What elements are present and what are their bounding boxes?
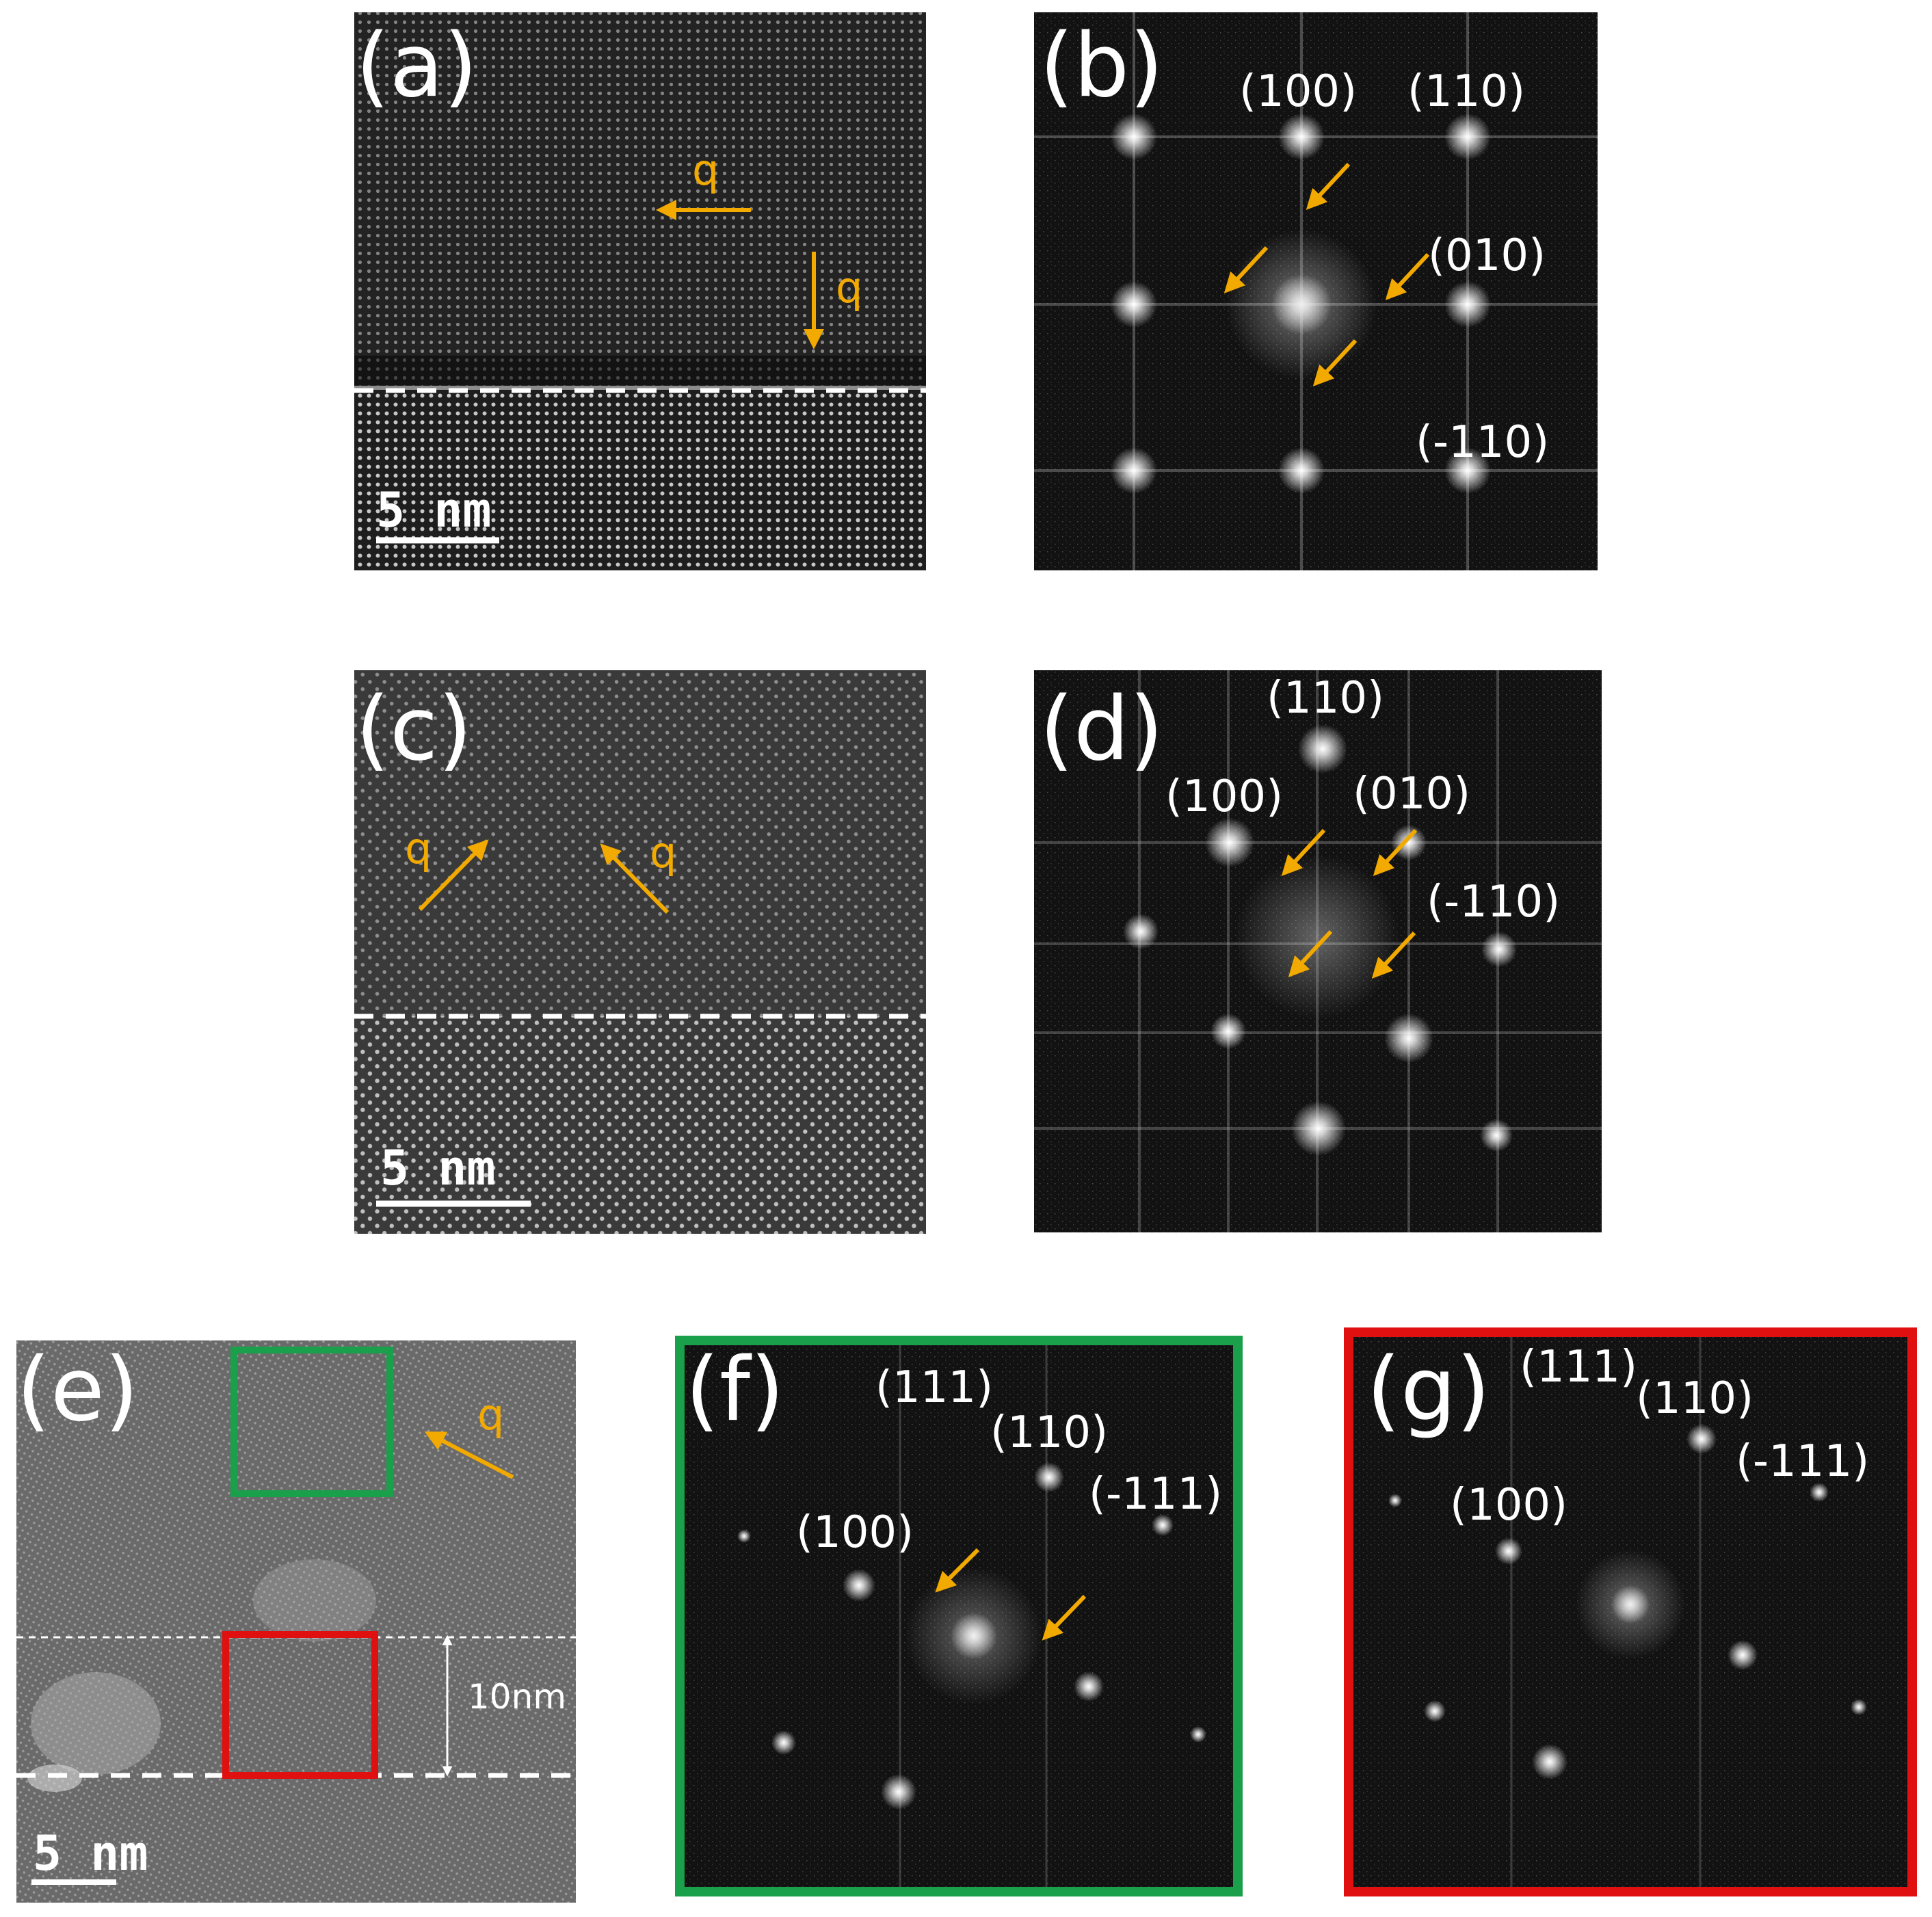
panel-c-substrate-image (354, 1016, 926, 1234)
miller-index: (110) (1407, 66, 1525, 117)
miller-index: (100) (1165, 771, 1283, 822)
panel-label-d: (d) (1040, 678, 1163, 780)
miller-index: (100) (1450, 1480, 1567, 1531)
panel-c-film-image (354, 670, 926, 1016)
miller-index: (110) (1636, 1373, 1754, 1424)
superlattice-arrows (1223, 162, 1430, 386)
panel-label-c: (c) (356, 678, 472, 780)
q-label: q (836, 263, 862, 313)
fft-spots (1111, 114, 1491, 494)
fft-spots (1123, 724, 1517, 1156)
distance-label: 10nm (468, 1677, 566, 1717)
green-roi-box (230, 1347, 393, 1497)
red-panel-frame (1344, 1327, 1917, 1896)
scale-bar-label: 5 nm (33, 1825, 148, 1881)
panel-label-b: (b) (1040, 15, 1163, 117)
superlattice-arrows (1281, 828, 1418, 979)
superlattice-arrows (935, 1548, 1087, 1641)
panel-label-g: (g) (1366, 1339, 1490, 1441)
panel-e-image (16, 1340, 576, 1903)
q-label: q (692, 145, 719, 195)
scale-bar-label: 5 nm (380, 1140, 496, 1196)
miller-index: (010) (1353, 769, 1470, 819)
miller-index: (110) (990, 1407, 1108, 1458)
panel-b: (b) (100) (110) (010) (-110) (1034, 12, 1598, 570)
panel-a: (a) q q 5 nm (354, 12, 926, 570)
miller-index: (-111) (1736, 1436, 1869, 1487)
panel-e: 10nm q (e) 5 nm (16, 1339, 576, 1903)
red-roi-box (222, 1631, 378, 1779)
miller-index: (110) (1267, 673, 1384, 724)
miller-index: (100) (1239, 66, 1357, 117)
miller-index: (-110) (1427, 877, 1560, 927)
miller-index: (010) (1428, 230, 1546, 281)
q-label: q (477, 1390, 504, 1440)
panel-d: (d) (110) (100) (010) (-110) (1034, 670, 1602, 1232)
miller-index: (-111) (1089, 1469, 1222, 1520)
panel-label-e: (e) (16, 1339, 139, 1441)
q-label: q (650, 828, 676, 877)
panel-c: (c) q q 5 nm (354, 670, 926, 1234)
panel-f: (f) (111) (110) (-111) (100) (675, 1336, 1243, 1896)
scale-bar-label: 5 nm (376, 482, 492, 538)
green-panel-frame (675, 1336, 1243, 1896)
q-arrow-diagonal (424, 1431, 514, 1479)
q-arrow-diagonal (418, 839, 489, 912)
panel-g: (g) (111) (110) (-111) (100) (1344, 1327, 1917, 1896)
fft-spots (1388, 1424, 1867, 1780)
panel-label-a: (a) (356, 15, 477, 117)
q-label: q (405, 823, 432, 873)
miller-index: (-110) (1416, 417, 1549, 468)
miller-index: (111) (875, 1362, 993, 1413)
miller-index: (111) (1520, 1342, 1637, 1392)
panel-a-film-image (354, 12, 926, 386)
miller-index: (100) (796, 1507, 914, 1558)
q-arrow-diagonal (600, 843, 670, 914)
fft-spots (737, 1462, 1206, 1810)
panel-label-f: (f) (685, 1339, 784, 1441)
